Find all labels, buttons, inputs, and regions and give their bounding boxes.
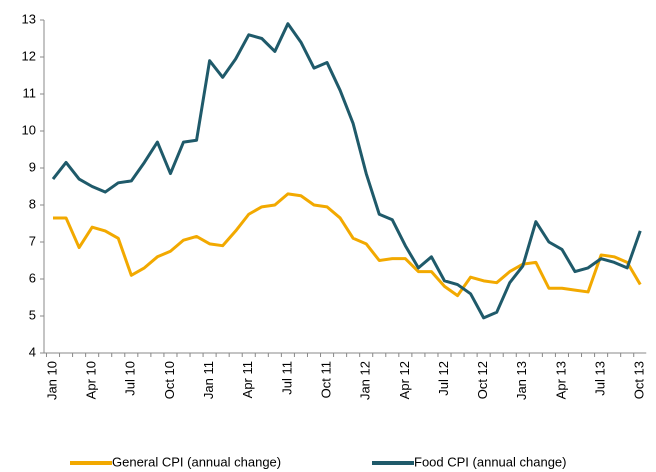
y-tick-label: 7 [29, 233, 36, 248]
legend-label: Food CPI (annual change) [414, 454, 566, 469]
x-tick-label: Oct 11 [318, 361, 333, 398]
x-tick-label: Jul 12 [436, 361, 451, 396]
x-tick-label: Jan 13 [514, 361, 529, 400]
x-tick-label: Oct 13 [632, 361, 647, 399]
y-tick-label: 10 [22, 122, 36, 137]
x-tick-label: Jan 10 [44, 361, 59, 400]
y-tick-label: 4 [29, 344, 36, 359]
x-tick-label: Oct 12 [475, 361, 490, 399]
line-series [51, 22, 642, 320]
x-tick-label: Jul 10 [123, 361, 138, 396]
x-tick-label: Jul 11 [279, 361, 294, 395]
y-tick-label: 11 [23, 85, 37, 100]
x-tick-label: Apr 13 [553, 361, 568, 399]
y-tick-label: 6 [29, 270, 36, 285]
x-tick-label: Apr 11 [240, 361, 255, 398]
y-tick-label: 12 [22, 48, 36, 63]
y-tick-label: 13 [22, 11, 36, 26]
x-tick-label: Jul 13 [593, 361, 608, 396]
x-tick-label: Jan 12 [358, 361, 373, 400]
y-tick-label: 5 [29, 307, 36, 322]
y-tick-label: 8 [29, 196, 36, 211]
x-tick-label: Oct 10 [162, 361, 177, 399]
line-series [53, 192, 642, 298]
legend-label: General CPI (annual change) [112, 454, 281, 469]
y-tick-label: 9 [29, 159, 36, 174]
x-tick-label: Apr 10 [84, 361, 99, 399]
x-tick-label: Apr 12 [397, 361, 412, 399]
x-tick-label: Jan 11 [201, 361, 216, 399]
